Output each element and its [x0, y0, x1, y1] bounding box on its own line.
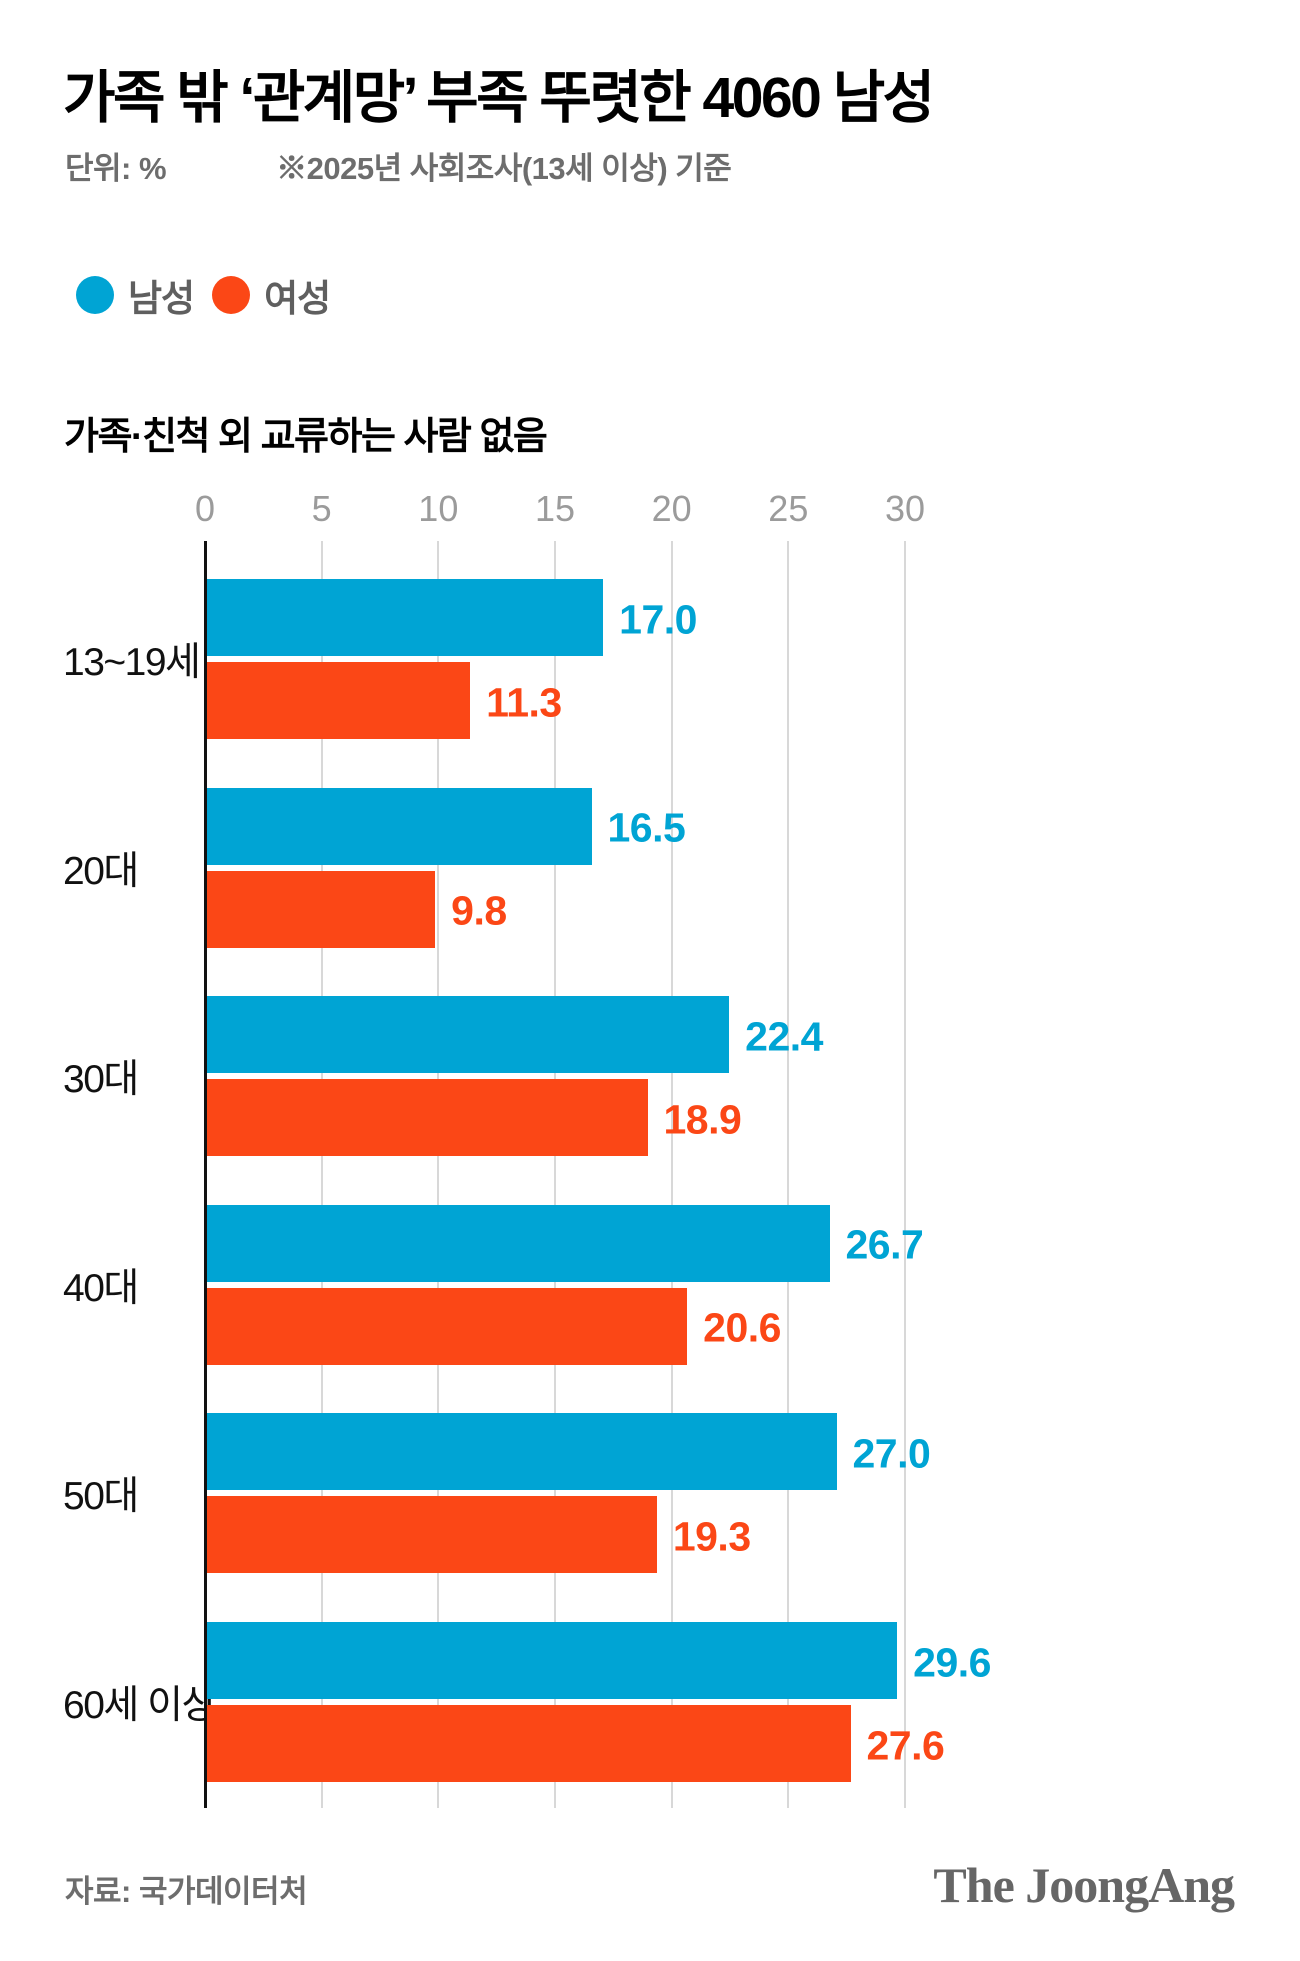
- survey-note: ※2025년 사회조사(13세 이상) 기준: [276, 151, 732, 186]
- value-label-female: 20.6: [703, 1304, 781, 1351]
- bar-female: [206, 870, 436, 948]
- category-label: 20대: [63, 849, 139, 893]
- legend-item-male: 남성: [76, 268, 195, 322]
- x-axis-tick-label: 0: [194, 488, 216, 529]
- gridline: [787, 541, 790, 1808]
- bar-female: [206, 1705, 851, 1782]
- bar-male: [206, 1622, 898, 1699]
- value-label-female: 9.8: [451, 887, 507, 934]
- value-label-male: 29.6: [913, 1639, 991, 1685]
- gridline: [670, 541, 673, 1808]
- unit-label: 단위: %: [65, 151, 167, 186]
- male-legend-dot-icon: [76, 276, 114, 314]
- gridline: [554, 541, 556, 1808]
- source-credit: 자료: 국가데이터처: [65, 1874, 308, 1909]
- x-axis-tick-label: 30: [884, 488, 926, 529]
- x-axis-tick-label: 15: [534, 488, 576, 529]
- bar-male: [206, 787, 592, 865]
- value-label-male: 27.0: [852, 1430, 931, 1477]
- chart-section-title: 가족·친척 외 교류하는 사람 없음: [64, 416, 548, 458]
- bar-male: [206, 996, 730, 1074]
- category-label: 30대: [63, 1058, 139, 1102]
- category-label: 60세 이상: [63, 1684, 217, 1727]
- category-label: 50대: [63, 1475, 139, 1519]
- gridline: [320, 541, 323, 1808]
- page-title: 가족 밖 ‘관계망’ 부족 뚜렷한 4060 남성: [63, 66, 935, 130]
- value-label-male: 17.0: [619, 596, 697, 642]
- bar-female: [206, 1079, 648, 1157]
- x-axis-tick-label: 10: [418, 488, 459, 529]
- value-label-female: 19.3: [672, 1513, 751, 1560]
- bar-female: [206, 1496, 657, 1574]
- value-label-female: 18.9: [663, 1096, 742, 1143]
- bar-male: [206, 1204, 830, 1282]
- bar-female: [206, 662, 471, 739]
- bar-female: [206, 1287, 688, 1365]
- legend-item-female: 여성: [212, 268, 331, 322]
- category-label: 40대: [63, 1266, 139, 1310]
- value-label-female: 27.6: [866, 1722, 945, 1768]
- x-axis-tick-label: 25: [768, 488, 809, 529]
- meta-row: 단위: % ※2025년 사회조사(13세 이상) 기준: [65, 143, 732, 188]
- value-label-male: 22.4: [745, 1013, 823, 1060]
- x-axis-tick-label: 20: [651, 488, 692, 529]
- bar-male: [206, 579, 604, 656]
- x-axis-zero-line: [203, 541, 207, 1808]
- bar-male: [206, 1413, 837, 1491]
- category-label: 13~19세: [63, 641, 201, 684]
- legend: 남성 여성: [76, 268, 331, 322]
- value-label-male: 16.5: [607, 804, 686, 851]
- value-label-male: 26.7: [845, 1221, 924, 1268]
- female-legend-dot-icon: [212, 276, 251, 314]
- legend-label-female: 여성: [264, 278, 331, 319]
- gridline: [437, 541, 440, 1808]
- joongang-logo: The JoongAng: [933, 1857, 1235, 1913]
- legend-label-male: 남성: [128, 278, 195, 319]
- gridline: [904, 541, 906, 1808]
- value-label-female: 11.3: [486, 679, 562, 725]
- x-axis-tick-label: 5: [311, 488, 332, 529]
